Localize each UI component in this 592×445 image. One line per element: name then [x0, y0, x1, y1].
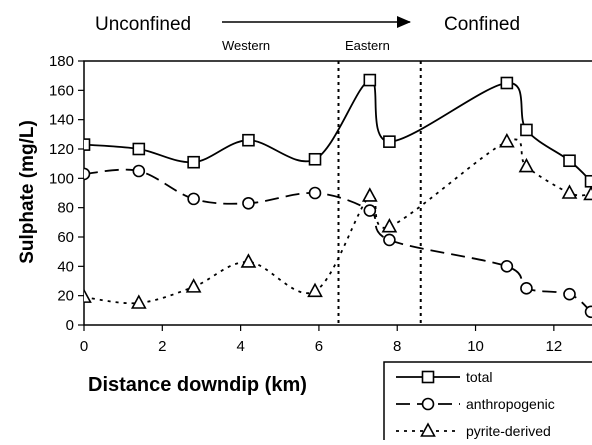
y-tick-label-40: 40 — [57, 258, 74, 275]
point-pyrite-derived-3 — [187, 280, 200, 292]
point-anthropogenic-6 — [364, 205, 375, 216]
point-total-2 — [133, 144, 144, 155]
header-left-label: Unconfined — [95, 14, 191, 35]
y-tick-label-180: 180 — [49, 53, 74, 70]
legend-label-total: total — [466, 369, 492, 385]
point-anthropogenic-9 — [521, 283, 532, 294]
point-pyrite-derived-7 — [383, 220, 396, 232]
y-tick-label-100: 100 — [49, 170, 74, 187]
x-tick-label-6: 6 — [315, 338, 323, 355]
point-total-10 — [564, 155, 575, 166]
x-tick-label-4: 4 — [236, 338, 244, 355]
y-tick-label-160: 160 — [49, 82, 74, 99]
x-tick-label-0: 0 — [80, 338, 88, 355]
legend-label-pyrite-derived: pyrite-derived — [466, 423, 551, 439]
point-anthropogenic-10 — [564, 289, 575, 300]
point-pyrite-derived-9 — [520, 160, 533, 172]
x-tick-label-10: 10 — [467, 338, 484, 355]
point-anthropogenic-3 — [188, 193, 199, 204]
y-tick-label-20: 20 — [57, 288, 74, 305]
y-tick-label-60: 60 — [57, 229, 74, 246]
point-anthropogenic-5 — [310, 188, 321, 199]
y-tick-label-80: 80 — [57, 200, 74, 217]
legend-label-anthropogenic: anthropogenic — [466, 396, 555, 412]
legend-marker-total — [423, 372, 434, 383]
y-tick-label-140: 140 — [49, 112, 74, 129]
point-anthropogenic-8 — [501, 261, 512, 272]
point-total-3 — [188, 157, 199, 168]
series-total — [79, 75, 592, 187]
series-pyrite-derived — [78, 135, 592, 308]
point-total-7 — [384, 136, 395, 147]
point-pyrite-derived-8 — [500, 135, 513, 147]
point-total-9 — [521, 124, 532, 135]
point-pyrite-derived-5 — [309, 284, 322, 296]
point-anthropogenic-2 — [133, 166, 144, 177]
point-pyrite-derived-10 — [563, 186, 576, 198]
series-anthropogenic — [79, 166, 592, 318]
point-total-6 — [364, 75, 375, 86]
point-anthropogenic-11 — [586, 306, 592, 317]
x-tick-label-12: 12 — [546, 338, 563, 355]
point-total-4 — [243, 135, 254, 146]
point-total-5 — [310, 154, 321, 165]
point-total-8 — [501, 78, 512, 89]
legend: total anthropogenic pyrite-derived — [384, 362, 592, 440]
point-pyrite-derived-2 — [132, 296, 145, 308]
series-line-anthropogenic — [84, 170, 591, 312]
point-pyrite-derived-4 — [242, 255, 255, 267]
point-pyrite-derived-11 — [585, 187, 592, 199]
y-tick-label-120: 120 — [49, 141, 74, 158]
point-anthropogenic-7 — [384, 234, 395, 245]
point-anthropogenic-4 — [243, 198, 254, 209]
legend-marker-anthropogenic — [423, 399, 434, 410]
y-tick-label-0: 0 — [66, 317, 74, 334]
y-axis-title: Sulphate (mg/L) — [17, 120, 38, 264]
x-axis-title: Distance downdip (km) — [88, 374, 307, 396]
region-label-eastern: Eastern — [345, 38, 390, 53]
x-tick-label-2: 2 — [158, 338, 166, 355]
region-label-western: Western — [222, 38, 270, 53]
reference-lines — [339, 61, 421, 325]
header-right-label: Confined — [444, 14, 520, 35]
point-total-11 — [586, 176, 592, 187]
series-layer — [78, 75, 592, 318]
point-pyrite-derived-6 — [363, 189, 376, 201]
axis-ticks: 0 20 40 60 80 100 120 140 160 180 0 2 4 6 8 10 12 — [49, 53, 562, 355]
x-tick-label-8: 8 — [393, 338, 401, 355]
